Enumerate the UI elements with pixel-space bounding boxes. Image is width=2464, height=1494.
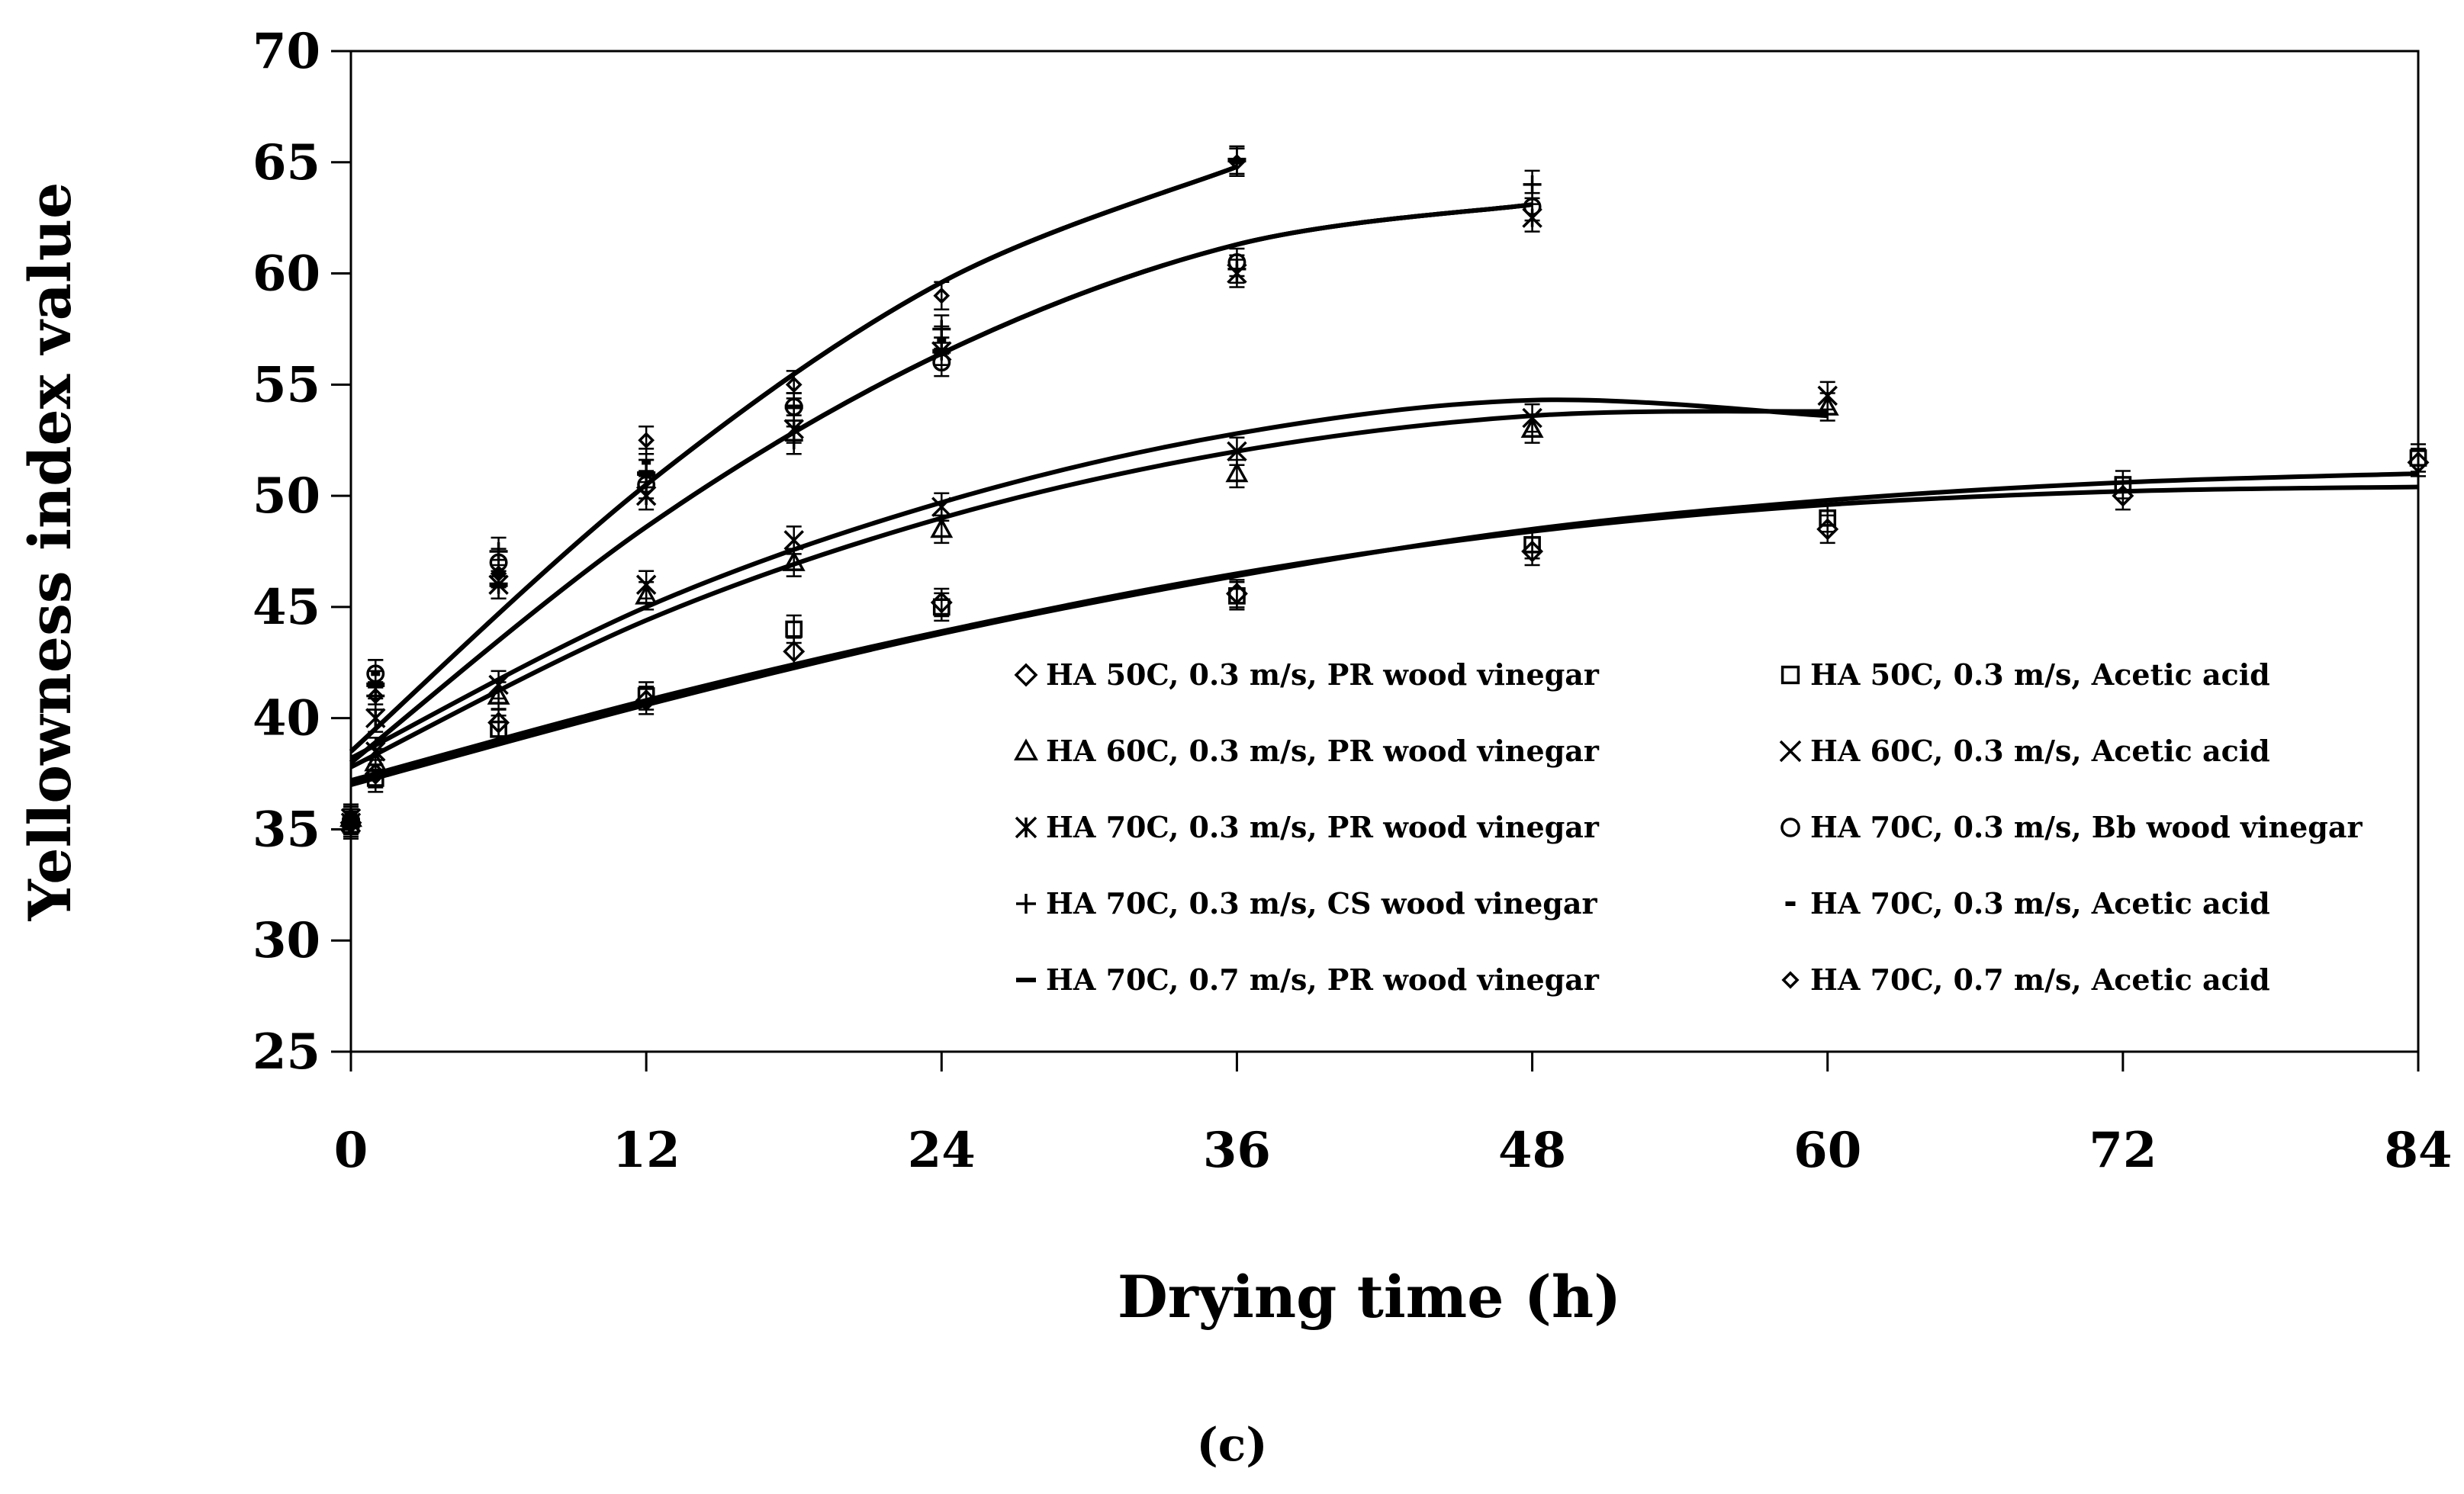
data-point: [490, 558, 507, 589]
y-tick-label: 50: [253, 467, 320, 525]
y-tick-label: 55: [253, 356, 320, 413]
legend-item: HA 70C, 0.7 m/s, PR wood vinegar: [1016, 962, 1600, 997]
data-point: [1228, 581, 1246, 611]
data-point: [637, 681, 655, 711]
x-tick-label: 72: [2089, 1122, 2157, 1179]
legend-item: HA 50C, 0.3 m/s, Acetic acid: [1780, 657, 2270, 692]
x-tick-label: 24: [908, 1122, 976, 1179]
legend-item: HA 70C, 0.3 m/s, CS wood vinegar: [1016, 886, 1597, 920]
fit-curve: [349, 397, 1828, 760]
fit-curve: [349, 409, 1828, 769]
data-point: [785, 370, 803, 400]
fit-curve: [349, 164, 1238, 753]
data-point: [365, 737, 386, 766]
legend-item: HA 60C, 0.3 m/s, PR wood vinegar: [1014, 734, 1600, 768]
legend-label: HA 70C, 0.3 m/s, Acetic acid: [1810, 886, 2270, 920]
y-tick-label: 25: [253, 1023, 320, 1081]
legend-label: HA 70C, 0.3 m/s, PR wood vinegar: [1046, 810, 1600, 844]
data-point: [1227, 254, 1246, 284]
legend-item: HA 60C, 0.3 m/s, Acetic acid: [1779, 734, 2270, 768]
legend-item: HA 70C, 0.3 m/s, PR wood vinegar: [1015, 810, 1600, 844]
data-point: [785, 614, 803, 644]
data-point: [367, 681, 384, 711]
legend-label: HA 50C, 0.3 m/s, Acetic acid: [1810, 657, 2270, 692]
data-point: [1227, 436, 1247, 467]
data-point: [783, 525, 804, 555]
data-point: [490, 714, 507, 744]
data-point: [365, 703, 386, 733]
legend-label: HA 70C, 0.7 m/s, Acetic acid: [1810, 962, 2270, 997]
legend-label: HA 70C, 0.3 m/s, CS wood vinegar: [1046, 886, 1597, 920]
data-point: [343, 803, 359, 834]
data-point: [1523, 530, 1541, 560]
data-point: [931, 492, 952, 522]
y-axis-title: Yellowness index value: [16, 182, 84, 922]
data-point: [933, 281, 951, 310]
y-tick-label: 45: [253, 579, 320, 636]
data-point: [635, 570, 657, 599]
x-tick-label: 36: [1203, 1122, 1271, 1179]
data-point: [1228, 147, 1246, 178]
data-point: [932, 592, 951, 622]
x-tick-label: 0: [334, 1122, 368, 1179]
x-tick-label: 48: [1498, 1122, 1566, 1179]
plot-frame: [349, 50, 2420, 1053]
x-tick-label: 84: [2384, 1122, 2452, 1179]
x-tick-label: 60: [1793, 1122, 1861, 1179]
data-point: [638, 425, 655, 455]
y-tick-label: 35: [253, 801, 320, 858]
legend-item: HA 70C, 0.3 m/s, Bb wood vinegar: [1780, 810, 2363, 844]
data-point: [488, 670, 509, 700]
y-axis-ticks: 25 30 35 40 45 50 55 60 65 70: [253, 23, 351, 1081]
legend: HA 50C, 0.3 m/s, PR wood vinegar HA 50C, …: [1014, 657, 2363, 997]
x-axis-title: Drying time (h): [1118, 1263, 1621, 1331]
data-point: [1522, 403, 1542, 433]
figure-caption: (c): [1196, 1418, 1267, 1472]
legend-label: HA 60C, 0.3 m/s, PR wood vinegar: [1046, 734, 1600, 768]
data-point: [637, 458, 656, 489]
data-point: [2409, 443, 2427, 473]
legend-item: HA 50C, 0.3 m/s, PR wood vinegar: [1014, 657, 1600, 692]
y-tick-label: 65: [253, 134, 320, 191]
legend-item: HA 70C, 0.7 m/s, Acetic acid: [1781, 962, 2270, 997]
y-tick-label: 60: [253, 246, 320, 303]
legend-label: HA 70C, 0.3 m/s, Bb wood vinegar: [1810, 810, 2363, 844]
data-point: [1819, 503, 1837, 533]
y-tick-label: 30: [253, 912, 320, 969]
data-point: [932, 336, 951, 366]
legend-label: HA 60C, 0.3 m/s, Acetic acid: [1810, 734, 2270, 768]
legend-label: HA 50C, 0.3 m/s, PR wood vinegar: [1046, 657, 1600, 692]
x-axis-ticks: 0 12 24 36 48 60 72 84: [334, 1052, 2453, 1179]
data-point: [1523, 169, 1542, 200]
data-point: [1817, 381, 1838, 411]
y-tick-label: 40: [253, 690, 320, 747]
legend-label: HA 70C, 0.7 m/s, PR wood vinegar: [1046, 962, 1600, 997]
fit-curve: [349, 202, 1533, 765]
data-point: [784, 425, 803, 455]
legend-item: HA 70C, 0.3 m/s, Acetic acid: [1785, 886, 2270, 920]
data-point: [2114, 470, 2132, 500]
fit-curve: [350, 484, 2419, 783]
fit-curves: [349, 164, 2419, 788]
data-markers: [339, 145, 2430, 840]
y-tick-label: 70: [253, 23, 320, 80]
x-tick-label: 12: [613, 1122, 680, 1179]
